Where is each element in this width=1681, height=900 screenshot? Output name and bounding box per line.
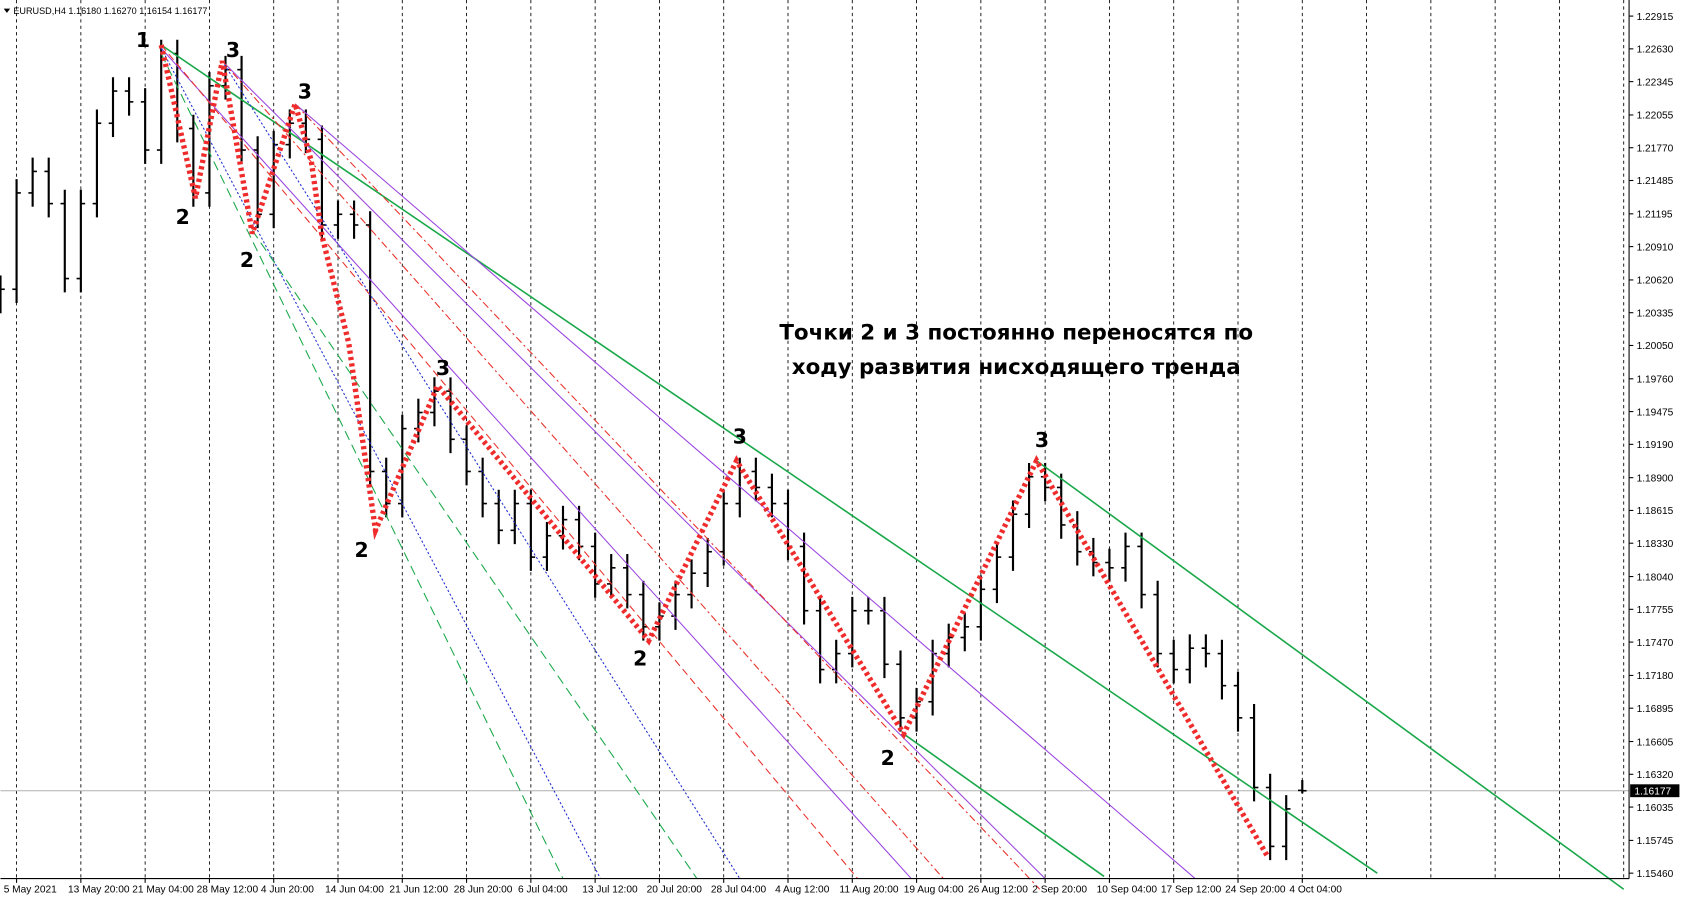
trend-line [294,103,1196,879]
x-tick-label: 13 Jul 12:00 [582,885,638,896]
x-tick-label: 13 May 20:00 [68,885,130,896]
x-tick-label: 28 May 12:00 [197,885,259,896]
point-label: 1 [136,28,150,52]
trend-line [221,60,944,879]
x-tick-label: 2 Sep 20:00 [1032,885,1087,896]
y-tick-label: 1.18615 [1637,506,1674,517]
annotation: Точки 2 и 3 постоянно переносятся по [779,321,1253,346]
y-tick-label: 1.16895 [1637,704,1674,715]
x-tick-label: 19 Aug 04:00 [904,885,964,896]
y-tick-label: 1.22345 [1637,77,1674,88]
point-label: 3 [1035,428,1049,452]
point-label: 2 [633,646,647,670]
point-label: 2 [354,538,368,562]
x-tick-label: 5 May 2021 [4,885,57,896]
x-tick-label: 20 Jul 20:00 [647,885,703,896]
current-price-label: 1.16177 [1634,786,1671,797]
x-tick-label: 11 Aug 20:00 [839,885,898,896]
y-tick-label: 1.17470 [1637,638,1674,649]
trend-line [160,44,1378,874]
symbol-header: EURUSD,H4 1.16180 1.16270 1.16154 1.1617… [13,6,207,16]
menu-triangle[interactable] [3,8,11,13]
x-tick-label: 4 Oct 04:00 [1289,885,1342,896]
x-tick-label: 28 Jun 20:00 [454,885,513,896]
x-tick-label: 28 Jul 04:00 [711,885,767,896]
y-tick-label: 1.21485 [1637,176,1674,187]
y-tick-label: 1.15745 [1637,836,1674,847]
y-tick-label: 1.20050 [1637,341,1674,352]
y-tick-label: 1.16605 [1637,737,1674,748]
trend-line [160,44,859,879]
annotation: ходу развития нисходящего тренда [792,355,1241,380]
y-tick-label: 1.18330 [1637,539,1674,550]
point-label: 2 [881,746,895,770]
trend-line [160,53,564,879]
zigzag [158,44,1271,859]
trend-line [221,60,1046,879]
y-tick-label: 1.18900 [1637,473,1674,484]
y-tick-label: 1.17180 [1637,671,1674,682]
y-tick-label: 1.21770 [1637,143,1674,154]
y-tick-label: 1.16320 [1637,770,1674,781]
y-tick-label: 1.22055 [1637,111,1674,122]
trend-line [251,230,698,879]
trend-line [903,733,1105,878]
point-label: 2 [176,205,190,229]
x-tick-label: 24 Sep 20:00 [1225,885,1286,896]
current-price-box [1630,784,1680,798]
trend-line [1036,460,1625,890]
y-tick-label: 1.20620 [1637,276,1674,287]
point-label: 3 [298,80,312,104]
trend-line [160,47,912,879]
trend-line [221,60,741,879]
price-bars [0,39,1307,861]
point-label: 2 [240,248,254,272]
y-tick-label: 1.22915 [1637,12,1674,23]
trend-line [294,103,1041,890]
point-label: 3 [733,425,747,449]
trend-drawings [158,44,1625,890]
x-tick-label: 4 Jun 20:00 [261,885,314,896]
y-tick-label: 1.18040 [1637,572,1674,583]
x-tick-label: 4 Aug 12:00 [775,885,830,896]
y-tick-label: 1.19190 [1637,440,1674,451]
x-tick-label: 26 Aug 12:00 [968,885,1028,896]
y-tick-label: 1.19475 [1637,407,1674,418]
x-tick-label: 14 Jun 04:00 [325,885,384,896]
y-tick-label: 1.22630 [1637,45,1674,56]
x-tick-label: 21 May 04:00 [132,885,194,896]
x-tick-label: 6 Jul 04:00 [518,885,568,896]
point-label: 3 [226,38,240,62]
y-tick-label: 1.20910 [1637,242,1674,253]
y-tick-label: 1.19760 [1637,375,1674,386]
y-tick-label: 1.20335 [1637,308,1674,319]
y-tick-label: 1.21195 [1637,210,1673,221]
y-tick-label: 1.16035 [1637,803,1674,814]
x-tick-label: 21 Jun 12:00 [389,885,448,896]
y-tick-label: 1.15460 [1637,869,1674,880]
point-label: 3 [436,356,450,380]
y-tick-label: 1.17755 [1637,605,1674,616]
x-tick-label: 10 Sep 04:00 [1097,885,1158,896]
x-tick-label: 17 Sep 12:00 [1161,885,1222,896]
